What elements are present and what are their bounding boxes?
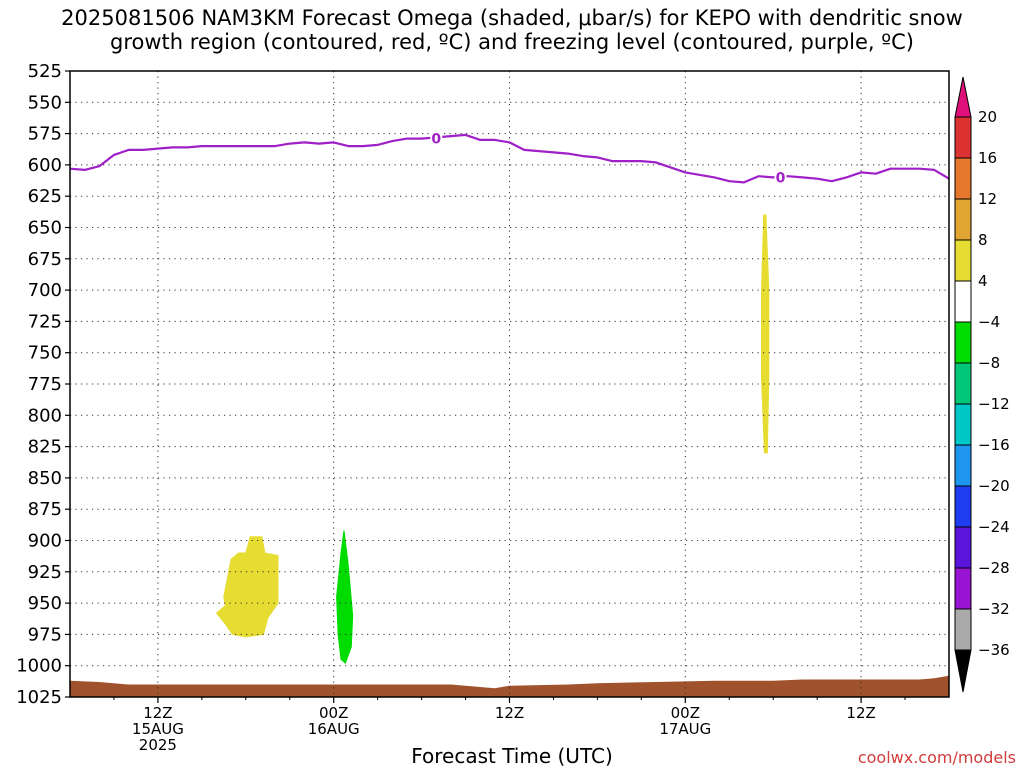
freezing-level-label-bg-1 <box>774 169 787 186</box>
x-tick-label-0-2: 2025 <box>139 736 177 754</box>
colorbar-bin-2 <box>954 198 972 241</box>
chart-title-line-2: growth region (contoured, red, ºC) and f… <box>110 30 914 54</box>
y-tick-label-850: 850 <box>28 468 62 489</box>
freezing-level-label-bg-0 <box>430 130 443 147</box>
series-layer: 00 <box>69 130 950 186</box>
x-tick-label-3-0: 00Z <box>671 704 700 722</box>
x-tick-label-3-1: 17AUG <box>659 720 711 738</box>
y-tick-label-775: 775 <box>28 374 62 395</box>
y-tick-label-750: 750 <box>28 343 62 364</box>
y-tick-label-700: 700 <box>28 280 62 301</box>
y-tick-label-725: 725 <box>28 311 62 332</box>
colorbar-bin-6 <box>954 362 972 405</box>
chart-title-line-1: 2025081506 NAM3KM Forecast Omega (shaded… <box>61 6 963 30</box>
y-tick-label-925: 925 <box>28 562 62 583</box>
plot-fills <box>70 214 949 697</box>
colorbar-label-2: 12 <box>978 190 997 208</box>
x-tick-label-4-0: 12Z <box>846 704 875 722</box>
colorbar-bottom-arrow <box>954 649 972 693</box>
y-axis: 525 550 575 600 625 650 675 700 725 750 775 800 825 8… <box>16 61 70 708</box>
colorbar-bin-0 <box>954 116 972 159</box>
chart-title: 2025081506 NAM3KM Forecast Omega (shaded… <box>0 6 1024 54</box>
y-tick-label-975: 975 <box>28 624 62 645</box>
y-tick-label-675: 675 <box>28 249 62 270</box>
y-tick-label-600: 600 <box>28 155 62 176</box>
ground-surface <box>70 675 949 697</box>
y-tick-label-625: 625 <box>28 186 62 207</box>
y-tick-label-950: 950 <box>28 593 62 614</box>
colorbar: 20 16 12 8 4 −4 −8 −12 −16 −20 −24 −28 −32 −36 <box>954 76 1010 693</box>
y-tick-label-575: 575 <box>28 124 62 145</box>
y-tick-label-825: 825 <box>28 437 62 458</box>
colorbar-bin-11 <box>954 567 972 610</box>
x-axis-label: Forecast Time (UTC) <box>411 744 613 768</box>
colorbar-label-4: 4 <box>978 272 988 290</box>
colorbar-bin-4 <box>954 280 972 323</box>
y-tick-label-900: 900 <box>28 531 62 552</box>
colorbar-bin-5 <box>954 321 972 364</box>
y-tick-label-525: 525 <box>28 61 62 82</box>
omega-region-1 <box>336 530 354 665</box>
colorbar-bin-12 <box>954 608 972 651</box>
colorbar-label-12: −32 <box>978 600 1010 618</box>
colorbar-bin-1 <box>954 157 972 200</box>
x-tick-label-0-0: 12Z <box>143 704 172 722</box>
colorbar-label-0: 20 <box>978 108 997 126</box>
x-tick-label-2-0: 12Z <box>495 704 524 722</box>
y-tick-label-650: 650 <box>28 218 62 239</box>
colorbar-label-11: −28 <box>978 559 1010 577</box>
colorbar-bin-9 <box>954 485 972 528</box>
colorbar-label-7: −12 <box>978 395 1010 413</box>
y-tick-label-1000: 1000 <box>16 656 62 677</box>
freezing-level-label-0: 0 <box>431 132 441 148</box>
colorbar-label-3: 8 <box>978 231 988 249</box>
y-tick-label-875: 875 <box>28 499 62 520</box>
colorbar-label-8: −16 <box>978 436 1010 454</box>
x-tick-label-1-0: 00Z <box>319 704 348 722</box>
omega-region-0 <box>215 536 279 638</box>
y-tick-label-1025: 1025 <box>16 687 62 708</box>
y-tick-label-550: 550 <box>28 92 62 113</box>
x-tick-label-0-1: 15AUG <box>132 720 184 738</box>
colorbar-label-10: −24 <box>978 518 1010 536</box>
y-tick-label-800: 800 <box>28 405 62 426</box>
freezing-level-label-1: 0 <box>776 170 786 186</box>
colorbar-top-arrow <box>954 76 972 118</box>
grid-lines <box>70 71 949 697</box>
colorbar-bin-3 <box>954 239 972 282</box>
credit-text: coolwx.com/models <box>857 748 1016 767</box>
x-tick-label-1-1: 16AUG <box>308 720 360 738</box>
colorbar-label-5: −4 <box>978 313 1000 331</box>
freezing-level-line <box>69 133 950 184</box>
omega-region-2 <box>761 214 770 454</box>
colorbar-label-9: −20 <box>978 477 1010 495</box>
colorbar-bin-8 <box>954 444 972 487</box>
colorbar-bin-7 <box>954 403 972 446</box>
colorbar-label-13: −36 <box>978 641 1010 659</box>
colorbar-label-1: 16 <box>978 149 997 167</box>
colorbar-label-6: −8 <box>978 354 1000 372</box>
colorbar-bin-10 <box>954 526 972 569</box>
